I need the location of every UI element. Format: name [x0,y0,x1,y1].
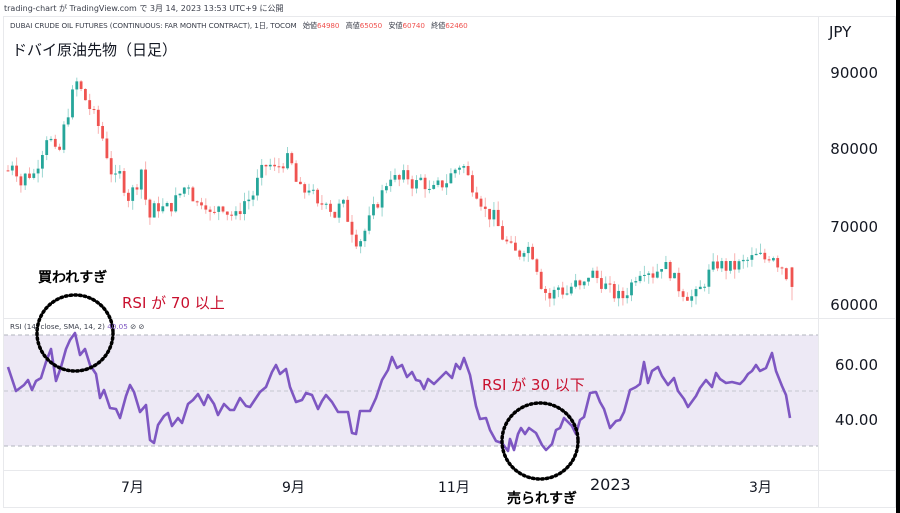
rsi-legend-label: RSI (14, close, SMA, 14, 2) [10,322,105,331]
rsi-line [6,331,792,453]
time-tick-nov: 11月 [438,480,470,496]
pane-divider[interactable] [3,318,896,319]
rsi-legend: RSI (14, close, SMA, 14, 2) 40.05 ⊘ ⊘ [10,322,144,331]
time-axis-divider [3,470,896,471]
settings-icon[interactable]: ⊘ [138,322,145,331]
price-axis-divider [818,16,819,508]
open-value: 64980 [317,21,340,30]
overbought-note: RSI が 70 以上 [122,294,225,312]
rsi-value: 40.05 [107,322,128,331]
hide-icon[interactable]: ⊘ [130,322,137,331]
time-tick-jul: 7月 [121,480,144,496]
high-label: 高値 [345,21,360,30]
price-tick-90000: 90000 [830,64,878,82]
time-tick-sep: 9月 [282,480,305,496]
price-tick-70000: 70000 [830,218,878,236]
low-label: 安値 [388,21,403,30]
currency-label: JPY [829,23,852,41]
rsi-tick-40: 40.00 [835,411,878,429]
close-label: 終値 [431,21,446,30]
low-value: 60740 [402,21,425,30]
overbought-circle [35,293,115,373]
oversold-circle [500,401,580,481]
close-value: 62460 [445,21,468,30]
candlestick-series [6,77,794,308]
overbought-label: 買われすぎ [38,270,108,286]
high-value: 65050 [359,21,383,30]
price-tick-80000: 80000 [830,140,878,158]
time-tick-2023: 2023 [590,475,631,494]
chart-title: ドバイ原油先物（日足） [12,41,178,59]
time-tick-mar: 3月 [749,480,772,496]
open-label: 始値 [302,21,317,30]
price-tick-60000: 60000 [830,296,878,314]
rsi-tick-60: 60.00 [835,356,878,374]
oversold-label: 売られすぎ [507,491,577,507]
chart-frame [3,16,896,508]
symbol-name: DUBAI CRUDE OIL FUTURES (CONTINUOUS: FAR… [10,21,297,30]
symbol-legend: DUBAI CRUDE OIL FUTURES (CONTINUOUS: FAR… [10,21,468,31]
published-caption: trading-chart が TradingView.com で 3月 14,… [4,4,284,13]
window-edge [896,0,900,513]
oversold-note: RSI が 30 以下 [482,376,585,394]
